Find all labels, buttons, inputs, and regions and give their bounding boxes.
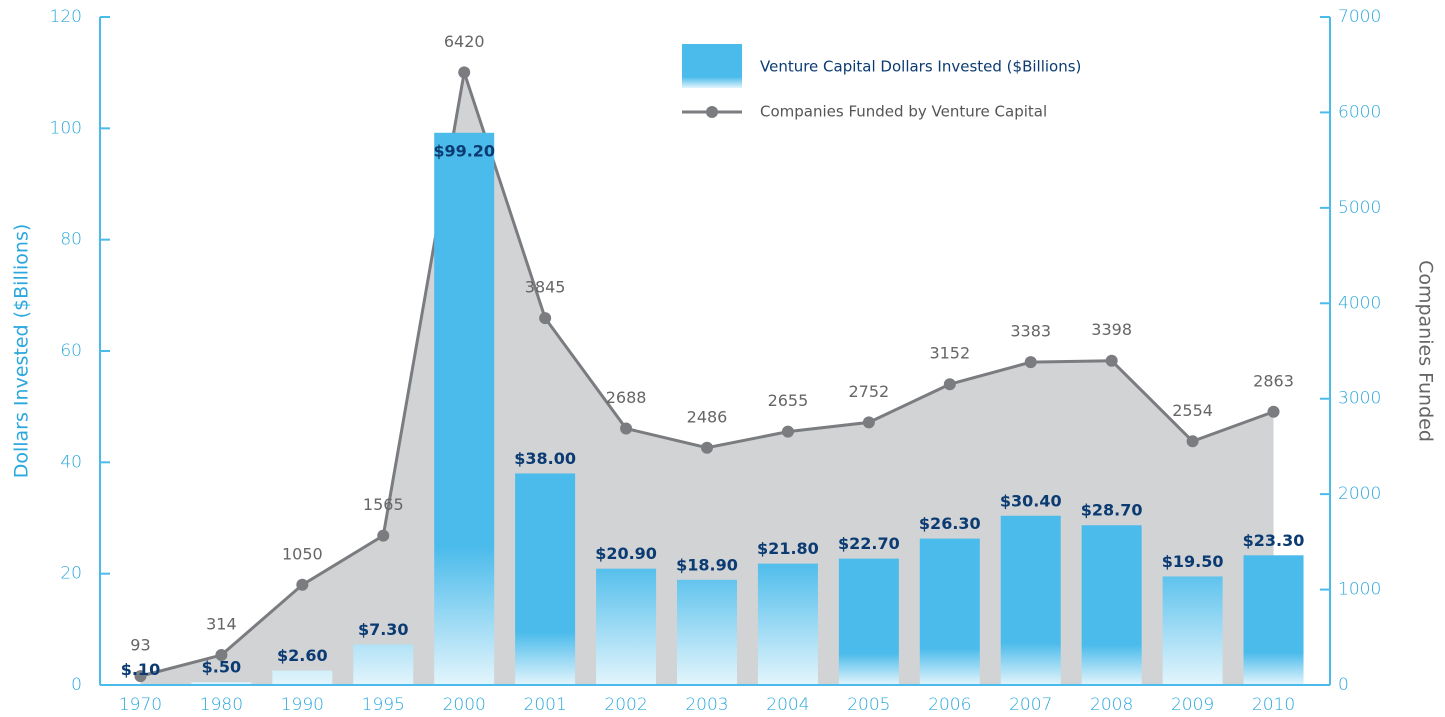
y-tick-label: 120 — [50, 7, 82, 27]
line-point — [539, 312, 552, 325]
bar-value-label: $7.30 — [358, 620, 409, 639]
line-point — [296, 578, 309, 591]
line-value-label: 3383 — [1010, 322, 1051, 341]
bar-value-label: $23.30 — [1243, 531, 1305, 550]
x-tick-label: 2006 — [928, 695, 971, 715]
line-point — [943, 378, 956, 391]
bar — [191, 682, 252, 685]
y-tick-label: 40 — [60, 452, 82, 472]
line-value-label: 2752 — [849, 382, 890, 401]
legend-swatch-bar — [682, 44, 742, 88]
x-tick-label: 2004 — [766, 695, 809, 715]
line-point — [377, 529, 390, 542]
x-tick-label: 2001 — [524, 695, 567, 715]
line-value-label: 2688 — [606, 388, 647, 407]
y-tick-label: 100 — [50, 118, 82, 138]
line-point — [781, 425, 794, 438]
x-tick-label: 2003 — [685, 695, 728, 715]
y-tick-label: 20 — [60, 564, 82, 584]
line-value-label: 314 — [206, 615, 237, 634]
x-tick-label: 2009 — [1171, 695, 1214, 715]
line-point — [1186, 435, 1199, 448]
line-area — [140, 72, 1274, 685]
bar-value-label: $28.70 — [1081, 501, 1143, 520]
line-point — [134, 670, 147, 683]
bar — [1243, 555, 1304, 685]
line-value-label: 2655 — [768, 391, 809, 410]
y-tick-label: 80 — [60, 230, 82, 250]
x-tick-label: 2008 — [1090, 695, 1133, 715]
line-point — [701, 441, 713, 454]
bar — [677, 579, 737, 685]
y-tick-label: 0 — [71, 675, 82, 695]
bar — [515, 473, 576, 685]
legend-label: Venture Capital Dollars Invested ($Billi… — [760, 58, 1081, 76]
bar — [353, 644, 414, 685]
bar — [838, 558, 899, 685]
line-point — [620, 422, 633, 435]
bar-value-label: $30.40 — [1000, 491, 1062, 510]
bar-value-label: $26.30 — [919, 514, 981, 533]
x-tick-label: 1970 — [119, 695, 162, 715]
y2-tick-label: 4000 — [1338, 293, 1381, 313]
line-value-label: 3845 — [525, 278, 566, 297]
x-tick-label: 2005 — [847, 695, 890, 715]
legend-swatch-dot — [706, 106, 718, 118]
line-value-label: 1565 — [363, 495, 404, 514]
bar — [1162, 576, 1223, 685]
line-point — [1267, 405, 1280, 418]
line-value-label: 2554 — [1172, 401, 1213, 420]
line-point — [1105, 354, 1118, 367]
line-value-label: 93 — [130, 636, 150, 655]
bar-value-label: $21.80 — [757, 539, 819, 558]
y2-axis-title: Companies Funded — [1415, 260, 1437, 442]
line-value-label: 2863 — [1253, 371, 1294, 390]
bar-value-label: $20.90 — [595, 544, 657, 563]
y2-tick-label: 1000 — [1338, 580, 1381, 600]
line-value-label: 2486 — [687, 407, 728, 426]
bar-value-label: $.10 — [121, 660, 160, 679]
line-value-label: 6420 — [444, 32, 485, 51]
bar — [272, 670, 333, 685]
y2-tick-label: 0 — [1338, 675, 1349, 695]
x-tick-label: 2000 — [443, 695, 486, 715]
x-tick-label: 1980 — [200, 695, 243, 715]
line-point — [458, 66, 471, 79]
bar-value-label: $22.70 — [838, 534, 900, 553]
y2-tick-label: 6000 — [1338, 102, 1381, 122]
bar-value-label: $99.20 — [433, 141, 495, 160]
x-tick-label: 2010 — [1252, 695, 1295, 715]
bar — [757, 563, 818, 685]
y2-tick-label: 2000 — [1338, 484, 1381, 504]
line-value-label: 3152 — [929, 344, 970, 363]
y-tick-label: 60 — [60, 341, 82, 361]
bar — [434, 132, 495, 685]
bar — [596, 568, 657, 685]
line-point — [1024, 356, 1037, 369]
y2-tick-label: 7000 — [1338, 7, 1381, 27]
bar-value-label: $38.00 — [514, 449, 576, 468]
line-value-label: 1050 — [282, 544, 323, 563]
x-tick-label: 2007 — [1009, 695, 1052, 715]
line-value-label: 3398 — [1091, 320, 1132, 339]
y2-tick-label: 3000 — [1338, 389, 1381, 409]
bar — [1081, 525, 1142, 685]
line-point — [862, 416, 875, 429]
bar-value-label: $.50 — [202, 658, 241, 677]
y2-tick-label: 5000 — [1338, 198, 1381, 218]
bar-value-label: $19.50 — [1162, 552, 1224, 571]
bar — [1000, 515, 1061, 685]
x-tick-label: 1990 — [281, 695, 324, 715]
bar-value-label: $18.90 — [676, 555, 738, 574]
legend-label: Companies Funded by Venture Capital — [760, 103, 1047, 121]
bar — [919, 538, 980, 685]
x-tick-label: 2002 — [604, 695, 647, 715]
y-axis-title: Dollars Invested ($Billions) — [11, 224, 33, 479]
line-point — [215, 649, 228, 662]
x-tick-label: 1995 — [362, 695, 405, 715]
bar-value-label: $2.60 — [277, 646, 328, 665]
